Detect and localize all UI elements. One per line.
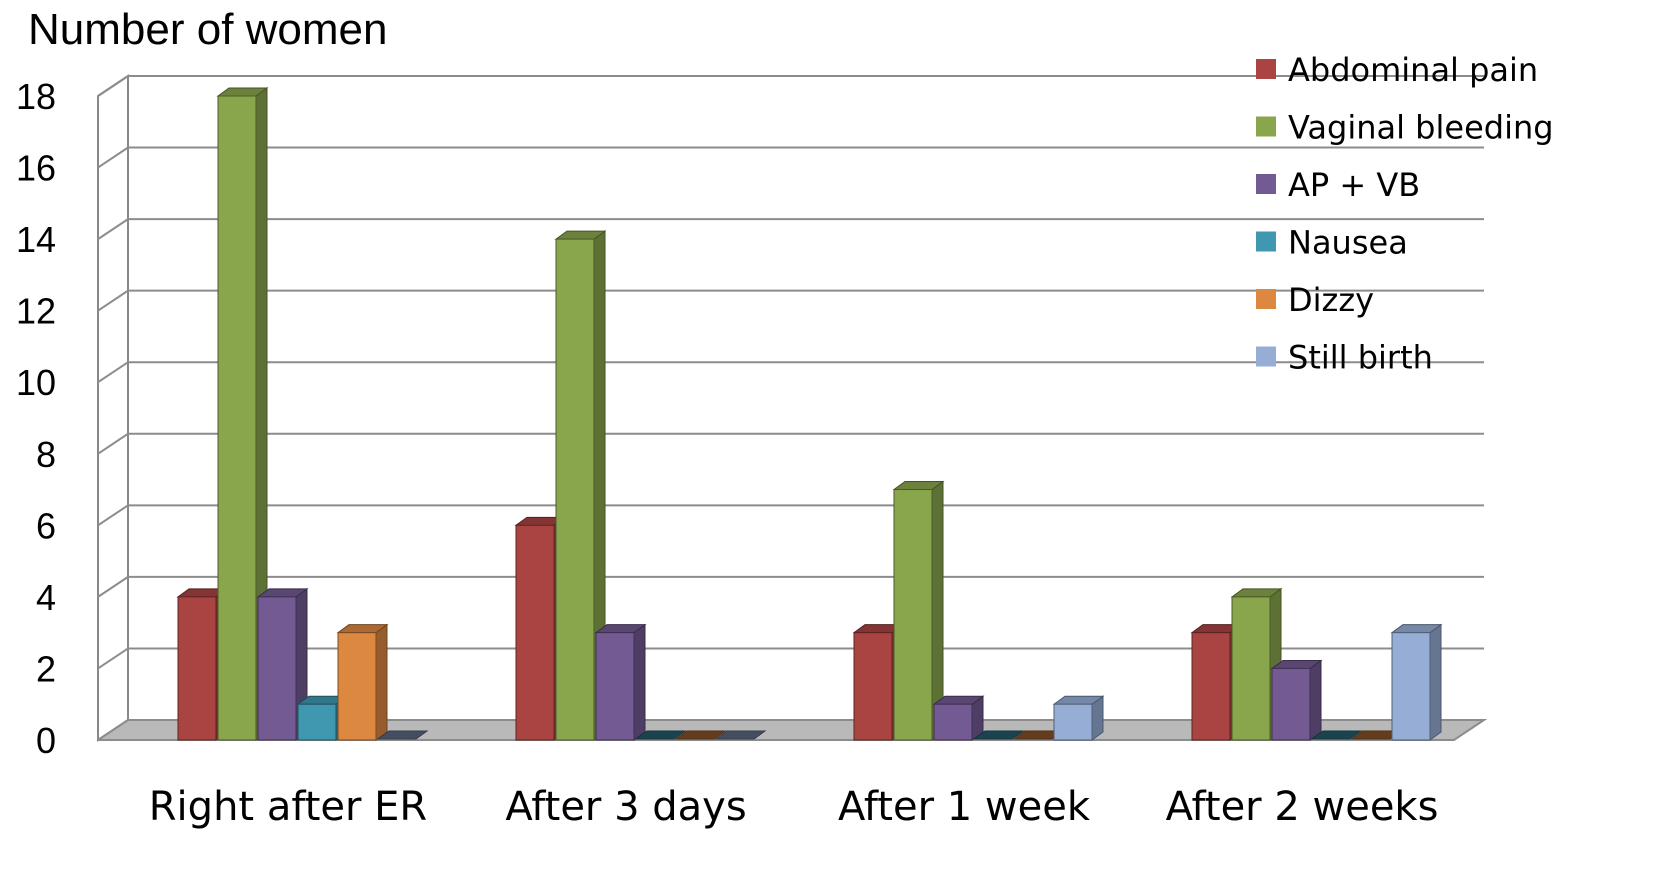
chart-walls [98,76,128,740]
legend-swatch [1256,117,1276,137]
legend-swatch [1256,347,1276,367]
bar [934,696,983,740]
bar-front [1192,633,1230,740]
legend-label: Nausea [1288,224,1408,262]
x-category-label: After 1 week [838,784,1091,830]
bar-side [376,625,387,740]
bar [1392,625,1441,740]
y-tick-label: 8 [36,434,56,475]
y-axis-ticks: 0 2 4 6 8 10 12 14 16 18 [16,76,56,761]
gridline [98,434,1484,454]
bar-front [1054,704,1092,740]
gridlines [98,76,1484,668]
x-category-label: Right after ER [149,784,427,830]
y-tick-label: 10 [16,362,56,403]
bar-side [634,625,645,740]
bar-side [1310,660,1321,740]
bar-front [934,704,972,740]
legend-label: Still birth [1288,339,1433,377]
gridline [98,76,1484,96]
y-tick-label: 0 [36,720,56,761]
legend-label: Dizzy [1288,281,1374,319]
bar [596,625,645,740]
legend-swatch [1256,232,1276,252]
gridline [98,291,1484,311]
y-axis-title: Number of women [28,5,387,54]
bar-front [258,597,296,740]
bars [178,88,1441,740]
bar-front [854,633,892,740]
bar-front [338,633,376,740]
bar-side [1430,625,1441,740]
y-tick-label: 14 [16,219,56,260]
legend-item: AP + VB [1256,166,1420,204]
legend-label: Abdominal pain [1288,51,1538,89]
legend-item: Vaginal bleeding [1256,109,1554,147]
bar-front [1232,597,1270,740]
bar [1054,696,1103,740]
legend-item: Abdominal pain [1256,51,1538,89]
legend-item: Still birth [1256,339,1433,377]
legend: Abdominal pain Vaginal bleeding AP + VB Nau… [1256,51,1554,377]
legend-label: AP + VB [1288,166,1420,204]
gridline [98,148,1484,168]
bar [338,625,387,740]
x-category-label: After 2 weeks [1166,784,1439,830]
bar-front [218,96,256,740]
gridline [98,505,1484,525]
x-category-label: After 3 days [505,784,746,830]
legend-item: Nausea [1256,224,1408,262]
x-axis-labels: Right after ER After 3 days After 1 week Af… [149,784,1439,830]
y-tick-label: 16 [16,148,56,189]
bar-front [556,239,594,740]
side-wall [98,76,128,740]
bar [1272,660,1321,740]
bar [894,482,943,740]
legend-label: Vaginal bleeding [1288,109,1554,147]
y-tick-label: 4 [36,577,56,618]
bar-front [1272,668,1310,740]
bar-front [178,597,216,740]
bar-front [1392,633,1430,740]
gridline [98,362,1484,382]
legend-swatch [1256,59,1276,79]
bar-front [894,490,932,740]
legend-item: Dizzy [1256,281,1374,319]
legend-swatch [1256,289,1276,309]
bar-front [596,633,634,740]
y-tick-label: 12 [16,291,56,332]
y-tick-label: 2 [36,648,56,689]
bar-front [516,525,554,740]
legend-swatch [1256,174,1276,194]
gridline [98,219,1484,239]
y-tick-label: 18 [16,76,56,117]
y-tick-label: 6 [36,505,56,546]
bar-front [298,704,336,740]
